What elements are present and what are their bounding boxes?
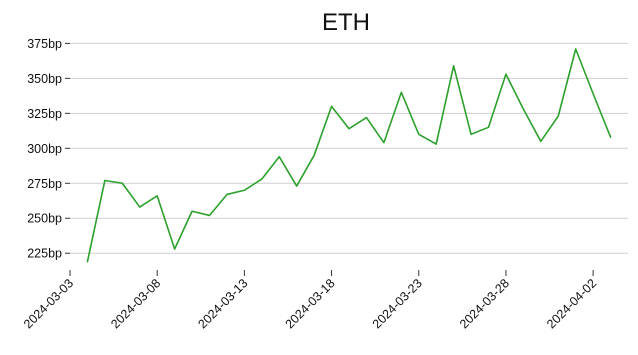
y-tick-label-0: 225bp <box>27 247 62 261</box>
y-tick-label-2: 275bp <box>27 177 62 191</box>
x-tick-label-4: 2024-03-23 <box>370 276 425 331</box>
y-tick-label-6: 375bp <box>27 37 62 51</box>
y-tick-label-4: 325bp <box>27 107 62 121</box>
y-tick-label-1: 250bp <box>27 212 62 226</box>
x-tick-label-2: 2024-03-13 <box>195 276 250 331</box>
gridlines <box>70 42 628 254</box>
series-layer <box>86 48 612 263</box>
x-axis-ticks: 2024-03-03 2024-03-08 2024-03-13 2024-03-18… <box>21 270 599 331</box>
x-tick-label-0: 2024-03-03 <box>21 276 76 331</box>
y-tick-label-5: 350bp <box>27 72 62 86</box>
x-tick-label-6: 2024-04-02 <box>544 276 599 331</box>
x-tick-label-3: 2024-03-18 <box>283 276 338 331</box>
chart-title: ETH <box>322 9 370 36</box>
x-tick-label-5: 2024-03-28 <box>457 276 512 331</box>
y-tick-label-3: 300bp <box>27 142 62 156</box>
y-axis-ticks: 225bp 250bp 275bp 300bp 325bp 350bp 375bp <box>27 37 70 261</box>
x-tick-label-1: 2024-03-08 <box>108 276 163 331</box>
series-line-0 <box>86 48 612 263</box>
